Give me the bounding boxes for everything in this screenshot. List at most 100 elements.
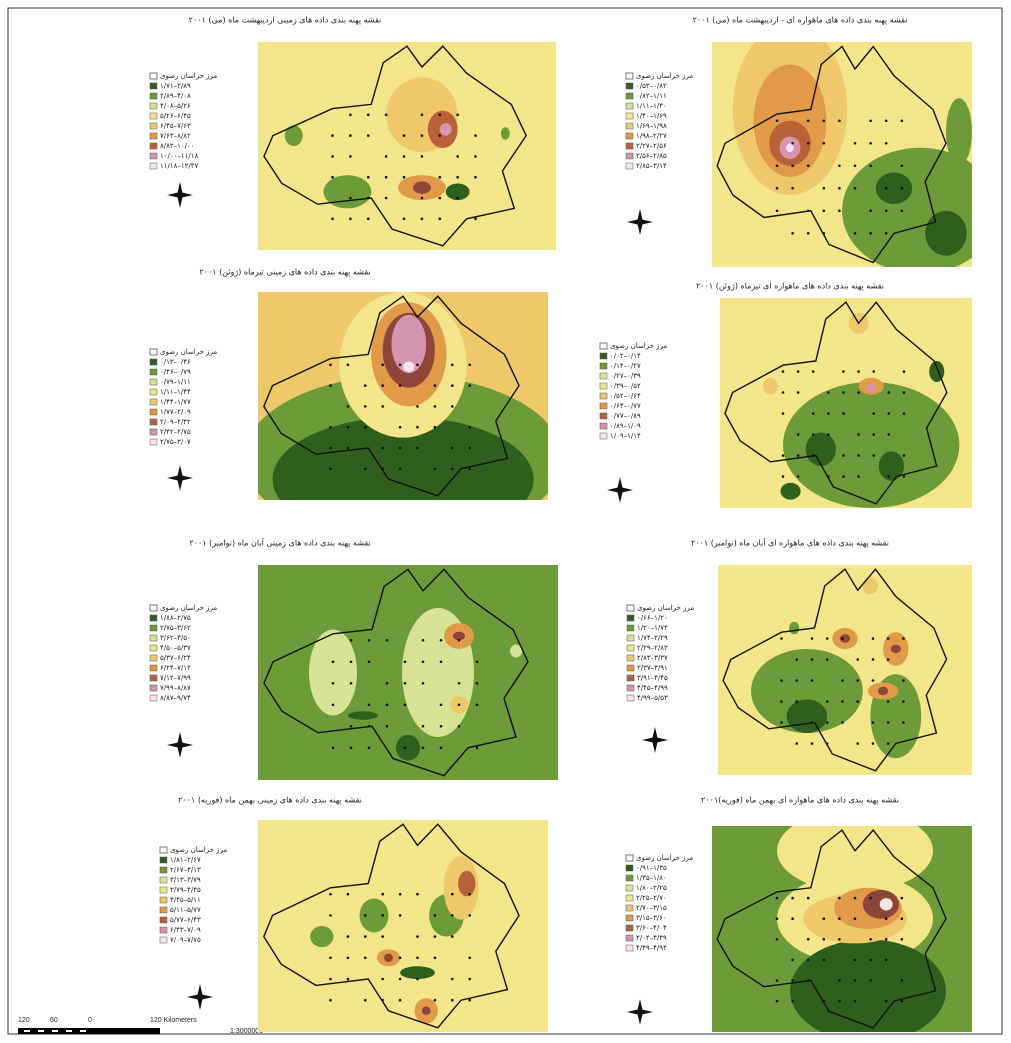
station [474,175,477,179]
station [791,896,794,900]
legend-swatch [625,904,634,912]
station [884,917,888,920]
station [346,935,350,938]
station [838,917,841,920]
station [902,637,905,640]
legend-swatch [149,348,158,356]
station [384,155,388,158]
legend-swatch [159,846,168,854]
station [900,119,904,123]
station [433,998,437,1002]
station [451,977,454,981]
map-panel: نقشه پهنه بندی داده های ماهواره ای بهمن … [625,796,972,1032]
station [853,896,857,900]
station [346,363,350,367]
station [416,446,419,450]
contour-zone [862,577,879,595]
station [331,681,335,685]
legend-swatch [149,162,158,170]
station [416,956,419,960]
station [869,231,872,235]
station [329,914,332,917]
legend-label: ۲/۷۵–۳/۶۲ [160,624,191,632]
station [468,998,472,1002]
legend-label: ۱/۸۱–۲/۶۷ [170,856,201,864]
legend-label: ۰/۹۱–۱/۳۵ [636,864,667,872]
station [806,938,810,941]
station [456,155,459,158]
legend-swatch [625,864,634,872]
legend-swatch [149,122,158,130]
station [349,134,352,137]
station [902,370,906,373]
station [841,679,844,682]
north-arrow [167,182,193,208]
station [781,454,785,457]
legend-swatch [599,422,608,430]
station [884,119,888,123]
station [457,703,461,707]
station [398,914,402,917]
legend-label: ۱۱/۱۸–۱۲/۳۷ [160,162,199,170]
legend-swatch [149,664,158,672]
station [366,217,370,221]
station [810,679,814,682]
legend-label: ۸/۸۷–۹/۷۴ [160,694,191,702]
station [349,196,352,200]
station [884,141,888,145]
map-panel: نقشه پهنه بندی داده های ماهواره ای - ارد… [625,16,972,267]
station [775,979,779,982]
station [884,186,888,190]
contour-zone [445,183,470,201]
province-boundary [724,301,948,505]
station [331,134,334,137]
station [451,998,454,1002]
station [796,475,800,478]
station [438,196,442,200]
station [902,475,906,478]
station [329,446,332,450]
north-arrow [187,984,213,1010]
legend-label: ۰/۶۶–۱/۲۰ [637,614,668,622]
station [381,977,385,981]
station [900,999,904,1003]
station [900,979,904,982]
legend-label: ۳/۳۷–۳/۹۱ [637,664,668,672]
scale-ratio: 1:3000000 [230,1028,263,1035]
station [811,370,815,373]
station [381,405,385,408]
legend-label: ۶/۴۳–۷/۰۹ [170,926,201,934]
station [451,467,454,471]
station [775,999,779,1003]
station [398,425,402,429]
legend-swatch [625,874,634,882]
legend-label: ۲/۷۰–۳/۱۵ [636,904,667,912]
station [420,217,424,221]
station [869,979,872,982]
legend-label: ۰/۴۶–۰/۷۹ [160,368,191,376]
legend-swatch [599,342,608,350]
legend-label: ۳/۱۳–۳/۷۹ [170,876,201,884]
station [806,958,810,962]
contour-zone [805,432,836,467]
station [385,638,389,642]
station [433,425,437,429]
legend-swatch [149,614,158,622]
map-area [258,42,556,250]
station [838,938,841,941]
contour-zone [839,634,851,643]
contour-zone [890,644,901,654]
legend-label: ۷/۹۹–۸/۸۷ [160,684,191,692]
contour-zone [396,734,420,761]
station [900,186,904,190]
station [420,113,424,117]
station [791,164,794,168]
legend-swatch [625,934,634,942]
legend-swatch [149,378,158,386]
map-panel: نقشه پهنه بندی داده های زمینی بهمن ماه (… [159,796,548,1032]
panel-title: نقشه پهنه بندی داده های زمینی اردیبهشت م… [189,16,382,25]
province-boundary [722,568,948,772]
station [367,724,371,728]
contour-zone [384,953,393,963]
station [841,700,844,703]
